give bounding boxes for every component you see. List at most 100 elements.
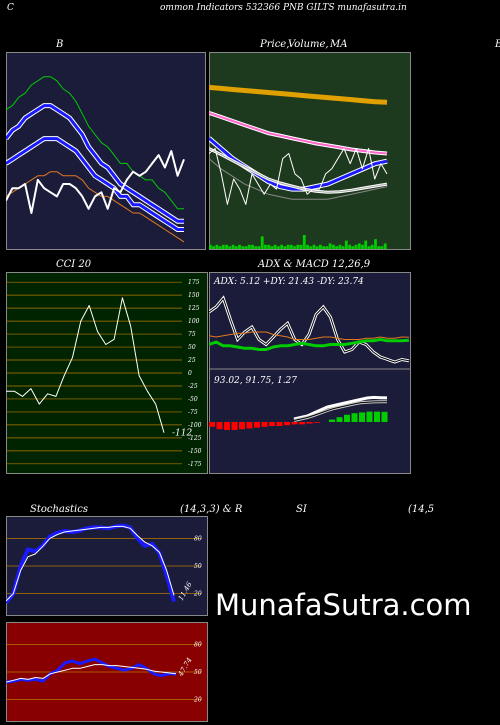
macd-histogram-bar bbox=[329, 419, 335, 422]
signal-line bbox=[293, 401, 387, 421]
volume-bar bbox=[357, 243, 361, 249]
volume-bar bbox=[238, 244, 241, 249]
volume-bar bbox=[364, 240, 368, 249]
cci-tick-label: 175 bbox=[188, 279, 200, 286]
adx-line bbox=[209, 297, 410, 363]
macd-histogram-bar bbox=[239, 422, 245, 430]
macd-histogram-bar bbox=[306, 422, 313, 424]
volume-bar bbox=[247, 244, 251, 249]
volume-bar bbox=[351, 246, 355, 249]
volume-bar bbox=[289, 244, 293, 249]
ma-label: MA bbox=[330, 39, 348, 50]
price-label: Price, bbox=[260, 39, 290, 50]
rsi-tick-label: 50 bbox=[194, 669, 202, 676]
volume-label: Volume, bbox=[288, 39, 329, 50]
rsi-ma-line bbox=[6, 664, 177, 683]
cci-tick-label: 0 bbox=[188, 370, 192, 377]
volume-bar bbox=[218, 246, 222, 249]
volume-bar bbox=[302, 235, 306, 249]
macd-line bbox=[293, 396, 388, 420]
volume-bar bbox=[374, 239, 377, 249]
stoch-k-line bbox=[6, 523, 176, 605]
macd-histogram-bar bbox=[224, 422, 230, 430]
bb-label: B bbox=[56, 39, 64, 50]
price-line bbox=[209, 148, 388, 205]
volume-bar bbox=[361, 244, 364, 249]
macd-histogram-bar bbox=[344, 414, 350, 422]
volume-bar bbox=[312, 244, 316, 249]
ma-20-line bbox=[209, 148, 388, 193]
plus-dy-line bbox=[209, 338, 410, 351]
volume-bar bbox=[380, 246, 384, 249]
volume-bar bbox=[270, 246, 274, 249]
cci-tick-label: 25 bbox=[187, 357, 196, 364]
volume-bar bbox=[296, 244, 300, 249]
rsi-tick-label: 80 bbox=[194, 641, 202, 648]
stoch-tick-label: 50 bbox=[194, 563, 202, 570]
cci-tick-label: -125 bbox=[188, 435, 202, 442]
volume-bar bbox=[257, 246, 261, 249]
volume-bar bbox=[338, 244, 342, 249]
macd-histogram-bar bbox=[284, 422, 290, 426]
volume-bar bbox=[231, 244, 235, 249]
macd-histogram-bar bbox=[359, 412, 365, 422]
macd-histogram-bar bbox=[246, 422, 253, 429]
adx-title: ADX & MACD 12,26,9 bbox=[258, 259, 371, 270]
volume-bar bbox=[335, 246, 338, 249]
macd-histogram-bar bbox=[209, 422, 215, 427]
macd-histogram-bar bbox=[216, 422, 223, 430]
macd-histogram-bar bbox=[314, 422, 320, 423]
cci-value-label: -112 bbox=[172, 429, 192, 439]
watermark: MunafaSutra.com bbox=[215, 588, 472, 622]
adx-panel: ADX: 5.12 +DY: 21.43 -DY: 23.74 93.02, 91… bbox=[209, 272, 411, 474]
macd-histogram-bar bbox=[366, 411, 373, 422]
volume-bar bbox=[244, 246, 248, 249]
volume-bar bbox=[370, 244, 374, 249]
bb-ma-line-1 bbox=[6, 104, 184, 223]
chart-title: ommon Indicators 532366 PNB GILTS munafa… bbox=[160, 3, 407, 13]
macd-histogram-bar bbox=[269, 422, 275, 426]
macd-histogram-bar bbox=[231, 422, 238, 430]
volume-bar bbox=[293, 246, 296, 249]
volume-bar bbox=[332, 244, 335, 249]
macd-histogram-bar bbox=[374, 411, 380, 422]
volume-bar bbox=[341, 246, 345, 249]
volume-bar bbox=[344, 240, 348, 249]
macd-histogram-bar bbox=[291, 422, 298, 425]
volume-bar bbox=[283, 246, 287, 249]
volume-bar bbox=[254, 246, 258, 249]
bb-lower-line bbox=[6, 171, 185, 243]
volume-bar bbox=[264, 244, 267, 249]
macd-histogram-bar bbox=[276, 422, 283, 426]
macd-histogram-bar bbox=[336, 417, 343, 422]
rsi-tick-label: 20 bbox=[193, 697, 202, 704]
macd-histogram-bar bbox=[254, 422, 260, 428]
macd-histogram-bar bbox=[261, 422, 268, 427]
volume-bar bbox=[277, 246, 280, 249]
macd-readout: 93.02, 91.75, 1.27 bbox=[214, 376, 297, 386]
minus-dy-line bbox=[209, 331, 410, 340]
ma-200-line bbox=[209, 84, 388, 105]
volume-bar bbox=[383, 243, 387, 249]
cci-line bbox=[6, 297, 165, 433]
cci-tick-label: 75 bbox=[188, 331, 196, 338]
volume-bar bbox=[215, 244, 219, 249]
volume-bar bbox=[234, 246, 238, 249]
volume-bar bbox=[367, 246, 371, 249]
volume-bar bbox=[348, 244, 351, 249]
rsi-label: SI bbox=[296, 504, 307, 515]
volume-bar bbox=[228, 246, 232, 249]
title-edge-right: B bbox=[495, 39, 500, 50]
cci-tick-label: 50 bbox=[188, 344, 196, 351]
stoch-tick-label: 20 bbox=[193, 591, 202, 598]
price-chart bbox=[209, 52, 411, 250]
adx-chart: ADX: 5.12 +DY: 21.43 -DY: 23.74 93.02, 91… bbox=[209, 272, 411, 474]
cci-label: CCI 20 bbox=[56, 259, 92, 270]
volume-bar bbox=[354, 244, 358, 249]
bb-chart bbox=[6, 52, 206, 250]
cci-tick-label: 150 bbox=[188, 292, 200, 299]
volume-bar bbox=[209, 244, 212, 249]
rsi-params: (14,5 bbox=[408, 504, 435, 515]
stoch-panel: 80 50 20 11.46 bbox=[6, 516, 208, 616]
